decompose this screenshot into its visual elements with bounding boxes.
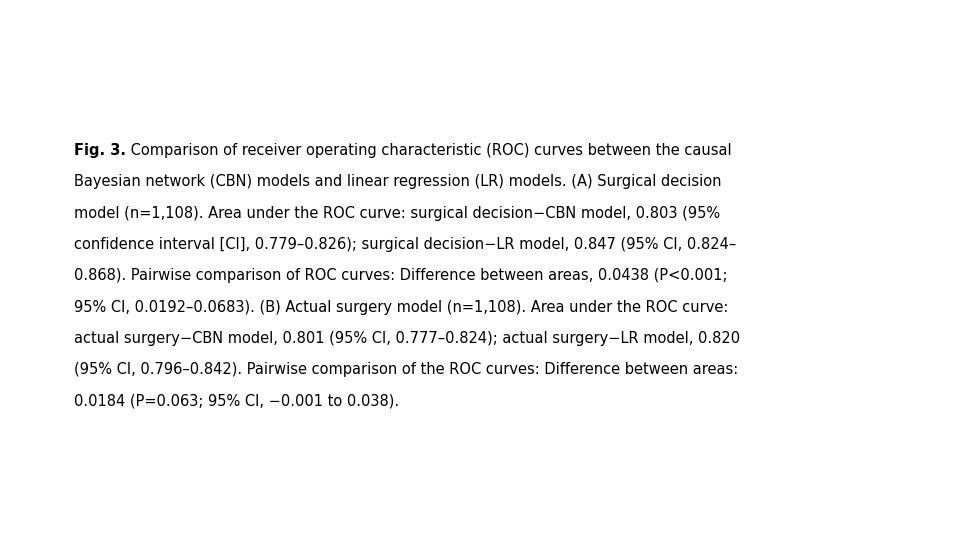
Text: International Neurourology Journal 2014;18:198–205: International Neurourology Journal 2014;…: [12, 139, 22, 401]
Text: 95% CI, 0.0192–0.0683). (B) Actual surgery model (n=1,108). Area under the ROC c: 95% CI, 0.0192–0.0683). (B) Actual surge…: [74, 300, 729, 315]
Text: 0.0184 (P=0.063; 95% CI, −0.001 to 0.038).: 0.0184 (P=0.063; 95% CI, −0.001 to 0.038…: [74, 394, 399, 409]
Text: Comparison of receiver operating characteristic (ROC) curves between the causal: Comparison of receiver operating charact…: [126, 143, 732, 158]
Text: (95% CI, 0.796–0.842). Pairwise comparison of the ROC curves: Difference between: (95% CI, 0.796–0.842). Pairwise comparis…: [74, 362, 738, 377]
Text: Fig. 3.: Fig. 3.: [74, 143, 126, 158]
Text: Bayesian network (CBN) models and linear regression (LR) models. (A) Surgical de: Bayesian network (CBN) models and linear…: [74, 174, 721, 190]
Text: actual surgery−CBN model, 0.801 (95% CI, 0.777–0.824); actual surgery−LR model, : actual surgery−CBN model, 0.801 (95% CI,…: [74, 331, 740, 346]
Text: model (n=1,108). Area under the ROC curve: surgical decision−CBN model, 0.803 (9: model (n=1,108). Area under the ROC curv…: [74, 206, 720, 221]
Text: confidence interval [CI], 0.779–0.826); surgical decision−LR model, 0.847 (95% C: confidence interval [CI], 0.779–0.826); …: [74, 237, 736, 252]
Text: 0.868). Pairwise comparison of ROC curves: Difference between areas, 0.0438 (P<0: 0.868). Pairwise comparison of ROC curve…: [74, 268, 728, 284]
